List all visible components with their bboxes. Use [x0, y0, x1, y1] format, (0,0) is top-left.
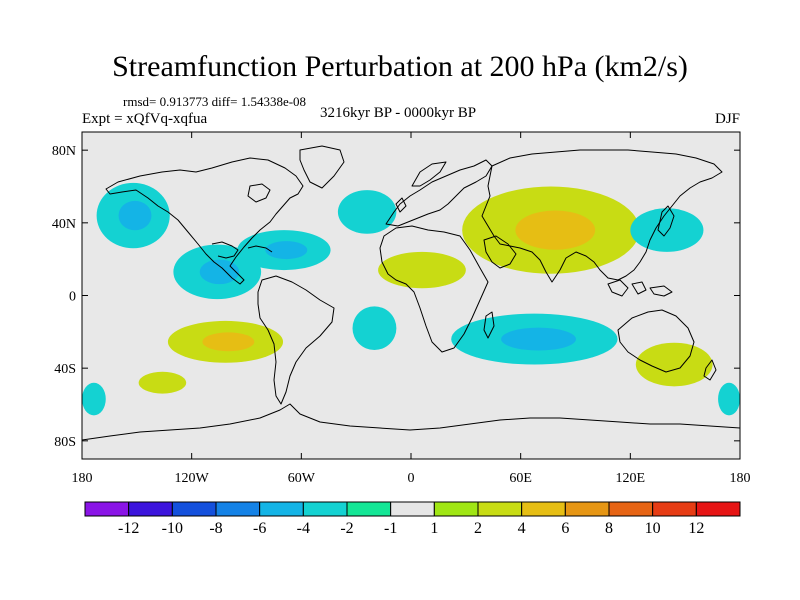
colorbar-box-8 — [433, 501, 479, 517]
contour-region-positive-6 — [378, 251, 466, 289]
colorbar-box-0 — [84, 501, 130, 517]
y-tick-label-3: 40S — [54, 362, 76, 377]
contour-core-negative-9 — [501, 327, 576, 351]
colorbar-box-9 — [477, 501, 523, 517]
colorbar-box-5 — [302, 501, 348, 517]
colorbar-box-7 — [390, 501, 435, 517]
coastline-layer — [82, 145, 740, 441]
colorbar-label-6: -1 — [384, 520, 397, 537]
colorbar-label-12: 10 — [645, 520, 661, 537]
x-tick-label-3: 0 — [408, 471, 415, 486]
contour-region-negative-8 — [352, 306, 397, 351]
coastline-south-america — [257, 275, 335, 405]
colorbar-label-10: 6 — [561, 520, 569, 537]
contour-region-positive-11 — [635, 342, 713, 387]
colorbar-box-1 — [128, 501, 173, 517]
contour-region-negative-5 — [337, 190, 397, 234]
contour-core-positive-7 — [515, 210, 596, 250]
colorbar-box-2 — [171, 501, 217, 517]
coastline-north-america — [105, 157, 304, 285]
colorbar-box-3 — [215, 501, 261, 517]
colorbar-label-8: 2 — [474, 520, 482, 537]
colorbar-box-4 — [259, 501, 304, 517]
coastline-africa — [379, 225, 489, 353]
y-tick-label-1: 40N — [52, 217, 76, 232]
x-tick-label-5: 120E — [616, 471, 646, 486]
colorbar-label-7: 1 — [430, 520, 438, 537]
coastline-madagascar — [483, 311, 495, 339]
map-axes: 180 120W 60W 0 60E 120E 180 80N 40N 0 40S 80S — [52, 132, 751, 486]
contour-core-negative-2 — [199, 259, 240, 285]
coastline-gulf-of-mexico — [211, 241, 239, 259]
x-tick-label-0: 180 — [72, 471, 93, 486]
colorbar-box-6 — [346, 501, 392, 517]
coastline-antarctica — [82, 403, 740, 441]
x-tick-label-6: 180 — [730, 471, 751, 486]
coastline-cuba — [247, 245, 273, 253]
colorbar-label-1: -10 — [162, 520, 183, 537]
y-tick-label-2: 0 — [69, 290, 76, 305]
season-label: DJF — [714, 111, 740, 127]
contour-region-negative-13 — [82, 382, 106, 416]
x-tick-label-4: 60E — [509, 471, 532, 486]
colorbar-label-0: -12 — [118, 520, 139, 537]
contour-core-negative-3 — [265, 241, 308, 260]
colorbar-box-13 — [652, 501, 697, 517]
colorbar-box-12 — [608, 501, 654, 517]
map-background — [82, 132, 740, 459]
x-tick-label-2: 60W — [288, 471, 316, 486]
coastline-greenland — [299, 145, 345, 189]
period-label: 3216kyr BP - 0000kyr BP — [320, 105, 477, 121]
colorbar-box-11 — [564, 501, 610, 517]
contour-core-negative-1 — [118, 200, 152, 231]
colorbar-label-2: -8 — [209, 520, 222, 537]
coastline-new-zealand — [703, 359, 717, 381]
coastline-hudson-bay — [247, 183, 271, 203]
coastline-british-isles — [395, 197, 407, 213]
colorbar-label-13: 12 — [688, 520, 704, 537]
x-tick-label-1: 120W — [175, 471, 210, 486]
contour-fill-layer — [82, 182, 740, 416]
colorbar-label-4: -4 — [297, 520, 310, 537]
contour-core-positive-4 — [202, 332, 255, 352]
coastline-europe — [385, 159, 493, 227]
colorbar-box-14 — [695, 501, 741, 517]
y-tick-label-4: 80S — [54, 435, 76, 450]
coastline-australia — [617, 309, 695, 373]
colorbar-label-5: -2 — [340, 520, 353, 537]
coastline-arabia — [483, 235, 517, 269]
contour-region-positive-12 — [138, 371, 187, 394]
coastline-japan — [657, 205, 675, 237]
plot-title: Streamfunction Perturbation at 200 hPa (… — [112, 50, 688, 83]
y-tick-label-0: 80N — [52, 144, 76, 159]
colorbar-label-9: 4 — [518, 520, 526, 537]
colorbar-label-3: -6 — [253, 520, 266, 537]
experiment-label: Expt = xQfVq-xqfua — [82, 111, 208, 127]
stats-line: rmsd= 0.913773 diff= 1.54338e-08 — [123, 94, 307, 109]
contour-region-negative-10 — [630, 208, 704, 252]
contour-region-negative-14 — [718, 382, 740, 416]
colorbar-label-11: 8 — [605, 520, 613, 537]
coastline-maritime-continent — [607, 279, 673, 297]
colorbar: -12 -10 -8 -6 -4 -2 -1 1 2 4 6 8 10 12 — [84, 501, 741, 537]
coastline-asia — [481, 149, 723, 283]
coastline-scandinavia — [411, 161, 447, 187]
colorbar-box-10 — [521, 501, 566, 517]
